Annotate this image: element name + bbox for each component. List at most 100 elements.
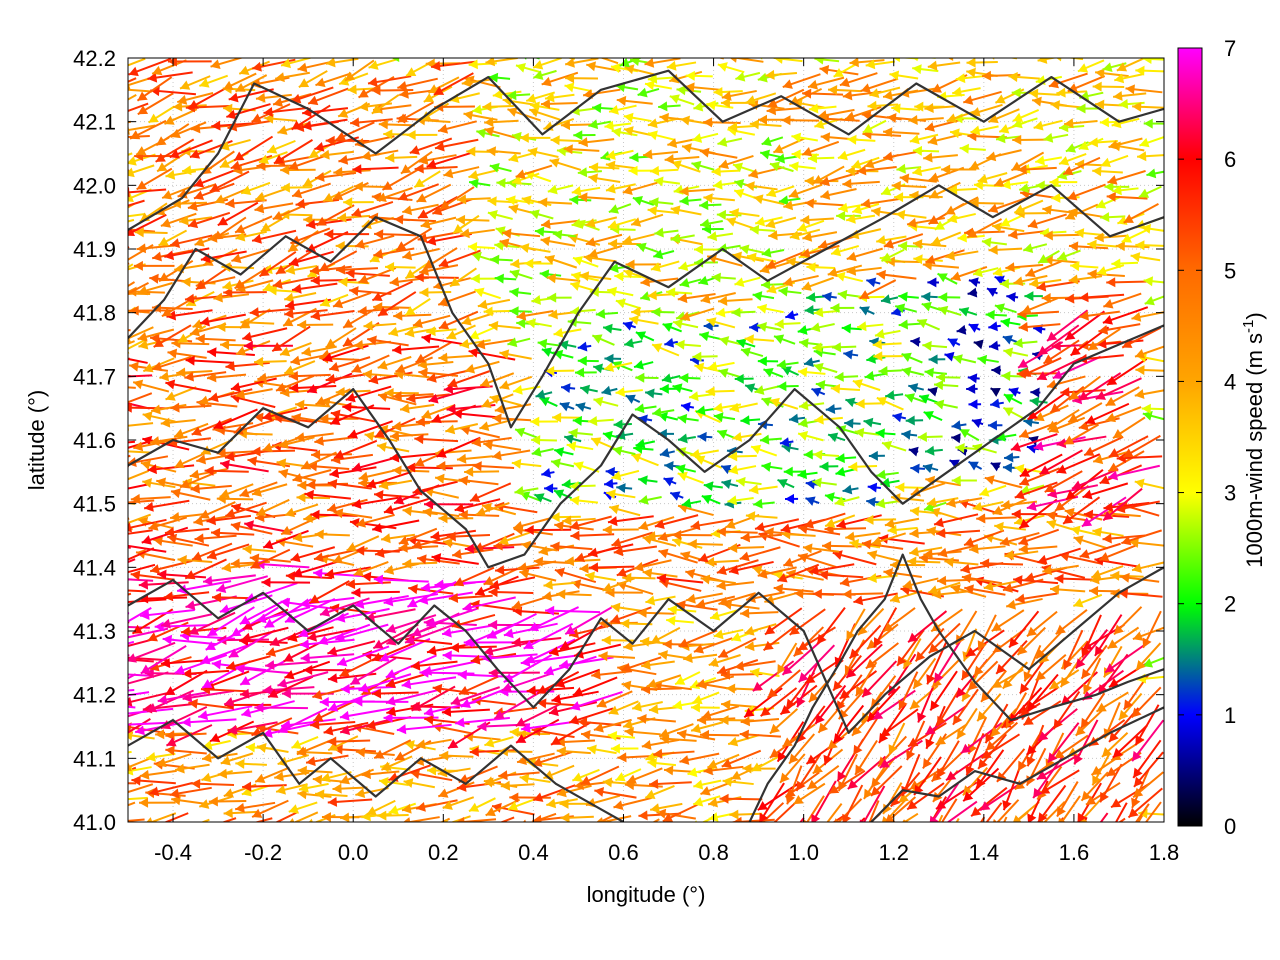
wind-arrow-shaft — [128, 707, 174, 715]
wind-arrow — [491, 802, 535, 816]
wind-arrow — [439, 750, 474, 761]
wind-arrow-head — [310, 719, 320, 730]
wind-arrow — [254, 766, 290, 783]
wind-arrow-head — [327, 736, 337, 747]
wind-arrow — [826, 803, 843, 822]
wind-arrow-head — [621, 680, 632, 691]
wind-arrow-shaft — [868, 800, 880, 822]
wind-arrow-shaft — [91, 477, 126, 486]
wind-arrow — [188, 698, 232, 710]
wind-arrow-head — [610, 743, 620, 754]
wind-arrow-head — [1047, 752, 1058, 763]
wind-arrow-head — [89, 328, 98, 338]
wind-arrow — [182, 668, 230, 679]
wind-arrow-head — [961, 743, 972, 754]
wind-arrow-head — [128, 696, 133, 707]
wind-arrow-head — [223, 808, 233, 819]
wind-arrow-head — [191, 778, 201, 789]
wind-arrow — [842, 784, 864, 822]
wind-arrow-shaft — [128, 691, 150, 697]
wind-arrow-head — [235, 758, 245, 769]
wind-arrow — [806, 765, 840, 790]
wind-arrow-head — [692, 694, 703, 705]
wind-arrow — [596, 690, 633, 708]
wind-arrow — [1099, 812, 1109, 822]
wind-arrow — [692, 691, 720, 705]
wind-arrow-head — [910, 699, 921, 710]
wind-arrow-head — [366, 806, 377, 816]
wind-arrow-head — [662, 812, 674, 822]
wind-arrow-head — [733, 816, 742, 822]
wind-arrow — [165, 745, 207, 756]
wind-arrow-head — [146, 752, 156, 762]
wind-arrow — [955, 818, 960, 822]
wind-arrow-head — [757, 800, 769, 811]
wind-arrow-head — [744, 707, 755, 718]
wind-arrow-head — [146, 703, 158, 713]
wind-arrow — [924, 704, 968, 736]
wind-arrow-head — [424, 714, 434, 725]
wind-arrow-shaft — [938, 814, 944, 822]
wind-arrow-head — [358, 683, 369, 693]
wind-arrow-head — [871, 786, 881, 796]
wind-arrow — [468, 797, 496, 813]
wind-arrow — [707, 753, 740, 769]
wind-arrow — [1036, 752, 1082, 781]
wind-arrow-head — [1132, 750, 1142, 762]
wind-arrow — [554, 668, 601, 688]
wind-arrow — [401, 676, 457, 690]
wind-arrow-head — [319, 697, 329, 708]
wind-arrow-head — [385, 678, 396, 689]
wind-arrow-head — [862, 829, 871, 839]
wind-arrow-head — [543, 770, 554, 780]
wind-arrow-head — [985, 732, 995, 744]
wind-arrow-head — [340, 725, 351, 735]
wind-arrow-head — [971, 806, 982, 817]
wind-arrow-head — [494, 709, 505, 719]
wind-arrow — [870, 755, 897, 789]
wind-arrow-head — [769, 748, 781, 758]
wind-arrow-head — [515, 717, 526, 727]
wind-arrow-head — [208, 796, 218, 807]
wind-arrow — [814, 684, 847, 725]
wind-arrow-head — [935, 735, 947, 745]
wind-arrow-head — [321, 812, 331, 822]
wind-arrow-head — [255, 773, 266, 783]
wind-arrow — [339, 706, 395, 721]
wind-arrow — [298, 782, 329, 793]
wind-arrow-head — [455, 717, 465, 728]
wind-arrow-head — [645, 789, 656, 800]
wind-arrow-head — [922, 758, 933, 769]
wind-arrow-head — [812, 763, 823, 774]
wind-arrow-head — [837, 771, 847, 782]
wind-arrow-head — [182, 692, 193, 703]
wind-arrow-head — [82, 535, 92, 545]
wind-arrow-head — [1002, 799, 1012, 811]
wind-arrow — [128, 528, 133, 531]
wind-arrow-shaft — [1114, 802, 1128, 822]
wind-arrow-head — [782, 737, 793, 747]
wind-arrow-head — [1023, 715, 1034, 726]
wind-arrow-head — [427, 765, 437, 776]
wind-arrow-head — [118, 653, 127, 663]
wind-arrow-head — [1077, 812, 1087, 822]
wind-arrow-head — [76, 654, 85, 664]
wind-arrow-head — [165, 686, 176, 696]
wind-arrow — [385, 688, 439, 706]
wind-arrow — [795, 753, 822, 792]
wind-arrow-shaft — [597, 815, 613, 822]
wind-arrow-head — [648, 704, 659, 715]
wind-arrow-head — [871, 777, 881, 788]
wind-arrow-head — [298, 782, 309, 793]
wind-arrow-head — [95, 776, 105, 785]
wind-arrow — [559, 798, 592, 809]
wind-arrow — [455, 816, 497, 822]
wind-arrow-head — [522, 819, 527, 822]
wind-arrow-head — [165, 745, 175, 756]
wind-arrow — [288, 801, 318, 814]
wind-arrow-head — [996, 771, 1007, 782]
wind-arrow — [546, 798, 578, 809]
wind-arrow-head — [975, 828, 984, 838]
wind-arrow-head — [485, 807, 496, 817]
wind-arrow — [332, 783, 368, 794]
